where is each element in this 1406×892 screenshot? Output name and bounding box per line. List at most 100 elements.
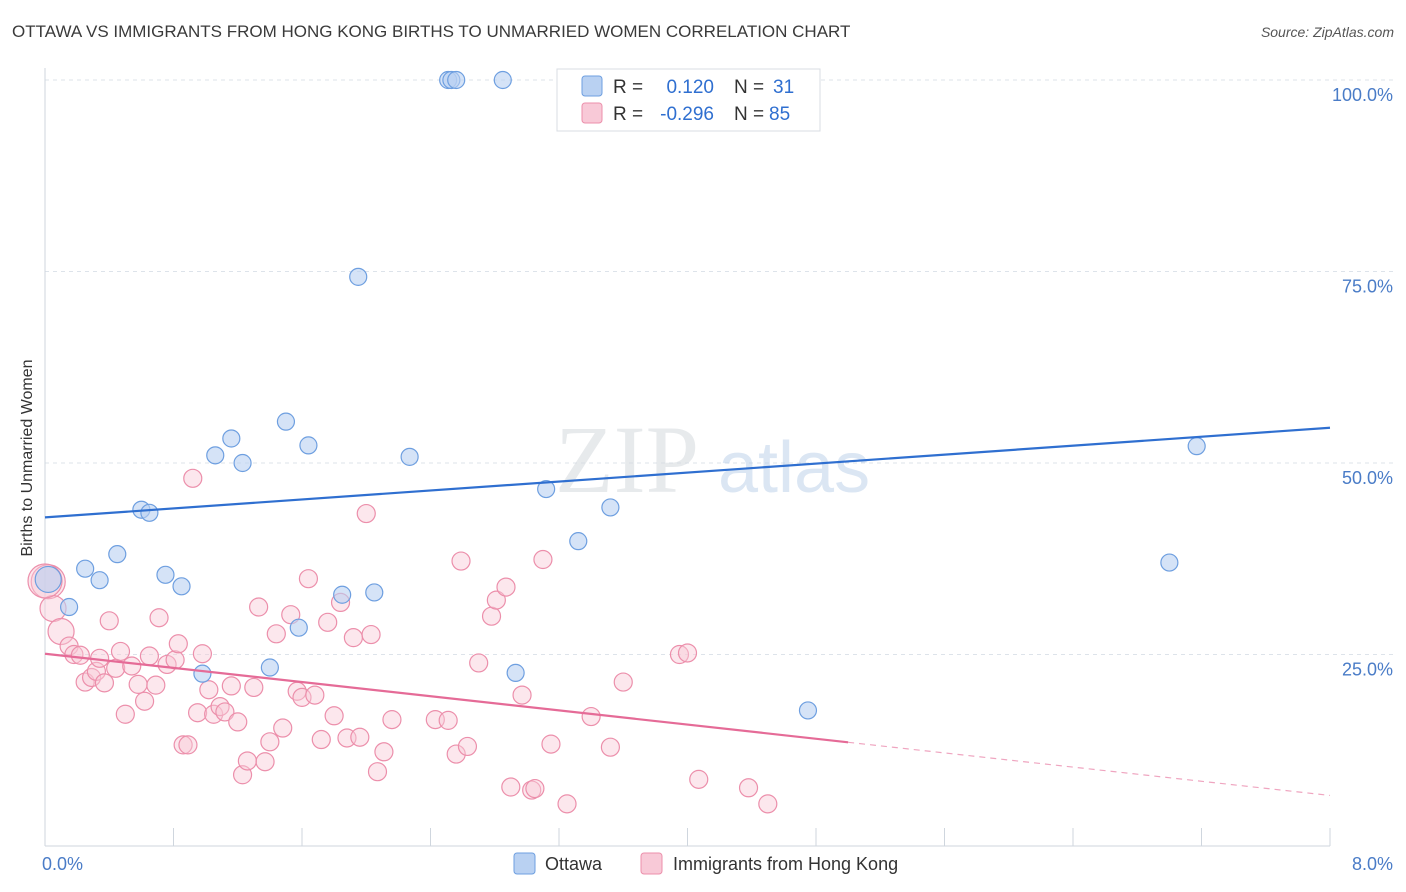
hong-kong-point-79 — [669, 644, 690, 665]
ottawa-point-27 — [569, 532, 588, 551]
hong-kong-point-33 — [221, 676, 241, 696]
ottawa-point-1 — [59, 597, 79, 617]
bottom-legend: Ottawa Immigrants from Hong Kong — [513, 852, 898, 875]
legend-swatch-ottawa — [581, 75, 603, 97]
bottom-legend-swatch-hong-kong — [640, 852, 663, 875]
ottawa-point-30 — [1187, 437, 1206, 456]
ottawa-point-24 — [493, 70, 512, 90]
hong-kong-point-37 — [244, 677, 264, 698]
hong-kong-point-83 — [758, 794, 778, 814]
hong-kong-point-65 — [469, 653, 489, 673]
ottawa-point-4 — [108, 545, 127, 564]
series-ottawa-points — [34, 70, 1206, 720]
ottawa-point-13 — [260, 658, 279, 677]
hong-kong-point-34 — [228, 712, 248, 732]
hong-kong-point-56 — [361, 624, 381, 645]
hong-kong-point-28 — [192, 644, 213, 664]
series-hong-kong-points — [27, 468, 778, 814]
ottawa-point-25 — [506, 663, 525, 682]
hong-kong-point-76 — [581, 706, 601, 727]
hong-kong-point-27 — [187, 703, 208, 723]
hong-kong-point-20 — [149, 608, 169, 628]
ottawa-point-11 — [222, 429, 241, 448]
legend-n-label-ottawa: N = — [734, 77, 764, 98]
legend-n-value-ottawa: 31 — [773, 77, 794, 98]
bottom-legend-label-hong-kong: Immigrants from Hong Kong — [673, 854, 898, 874]
hong-kong-point-18 — [139, 646, 160, 666]
hong-kong-point-73 — [533, 549, 553, 570]
hong-kong-point-2 — [47, 617, 75, 646]
hong-kong-point-78 — [613, 672, 633, 692]
hong-kong-point-55 — [356, 503, 376, 524]
hong-kong-point-26 — [183, 468, 203, 488]
legend-n-value-hong-kong: 85 — [769, 104, 790, 125]
hong-kong-point-14 — [115, 704, 135, 724]
x-tick-label-0: 0.0% — [42, 854, 83, 874]
hong-kong-point-80 — [677, 643, 698, 663]
legend-r-label-ottawa: R = — [613, 77, 643, 98]
hong-kong-point-57 — [367, 762, 388, 782]
hong-kong-point-81 — [689, 769, 709, 789]
y-tick-label-2: 50.0% — [1342, 468, 1393, 488]
trend-line-hong-kong — [44, 652, 849, 744]
hong-kong-point-53 — [343, 628, 363, 648]
hong-kong-point-15 — [122, 656, 142, 676]
hong-kong-point-10 — [94, 673, 115, 693]
hong-kong-point-82 — [738, 778, 759, 798]
hong-kong-point-11 — [99, 611, 119, 631]
ottawa-point-2 — [76, 559, 95, 578]
hong-kong-point-40 — [260, 732, 280, 752]
hong-kong-point-29 — [199, 680, 219, 700]
hong-kong-point-64 — [457, 736, 478, 757]
ottawa-point-15 — [289, 618, 308, 637]
ottawa-point-31 — [1160, 553, 1179, 572]
ottawa-point-26 — [537, 479, 556, 499]
bottom-legend-label-ottawa: Ottawa — [545, 854, 603, 874]
ottawa-point-23 — [447, 70, 466, 90]
hong-kong-point-17 — [134, 691, 155, 711]
legend-swatch-hong-kong — [581, 102, 603, 124]
ottawa-point-16 — [299, 436, 318, 455]
hong-kong-point-54 — [350, 727, 370, 747]
chart-title: OTTAWA VS IMMIGRANTS FROM HONG KONG BIRT… — [12, 22, 851, 41]
hong-kong-point-47 — [305, 685, 325, 705]
hong-kong-point-66 — [481, 606, 502, 626]
stats-legend: R = 0.120 N = 31 R = -0.296 N = 85 — [556, 68, 821, 132]
hong-kong-point-74 — [541, 734, 561, 754]
ottawa-point-17 — [333, 585, 352, 604]
ottawa-point-19 — [365, 583, 384, 602]
hong-kong-point-36 — [237, 751, 257, 771]
ottawa-point-18 — [349, 267, 368, 286]
bottom-legend-swatch-ottawa — [513, 852, 536, 875]
trend-lines — [44, 426, 1331, 797]
hong-kong-point-75 — [557, 794, 577, 814]
trend-line-ottawa — [44, 426, 1331, 519]
hong-kong-point-68 — [496, 577, 516, 597]
hong-kong-point-22 — [165, 650, 185, 670]
hong-kong-point-32 — [215, 702, 235, 722]
ottawa-point-8 — [172, 577, 191, 596]
ottawa-point-12 — [233, 453, 252, 473]
hong-kong-point-71 — [522, 780, 542, 800]
hong-kong-point-24 — [173, 735, 193, 755]
hong-kong-point-61 — [438, 710, 458, 730]
legend-n-label-hong-kong: N = — [734, 104, 764, 125]
hong-kong-point-70 — [512, 685, 532, 705]
hong-kong-point-50 — [324, 706, 344, 726]
hong-kong-point-48 — [311, 729, 331, 750]
y-tick-label-0: 100.0% — [1332, 85, 1393, 105]
ottawa-point-10 — [206, 446, 225, 465]
hong-kong-point-41 — [266, 624, 286, 644]
tick-labels: 100.0% 75.0% 50.0% 25.0% 0.0% 8.0% — [42, 85, 1393, 874]
x-tick-label-1: 8.0% — [1352, 854, 1393, 874]
hong-kong-point-77 — [600, 737, 621, 757]
hong-kong-point-5 — [70, 645, 90, 665]
hong-kong-point-16 — [128, 674, 148, 694]
hong-kong-point-62 — [446, 744, 466, 764]
ottawa-point-7 — [156, 565, 175, 584]
y-tick-label-1: 75.0% — [1342, 277, 1393, 297]
hong-kong-point-38 — [249, 597, 269, 617]
ottawa-point-0 — [34, 565, 62, 594]
hong-kong-point-19 — [146, 675, 166, 695]
